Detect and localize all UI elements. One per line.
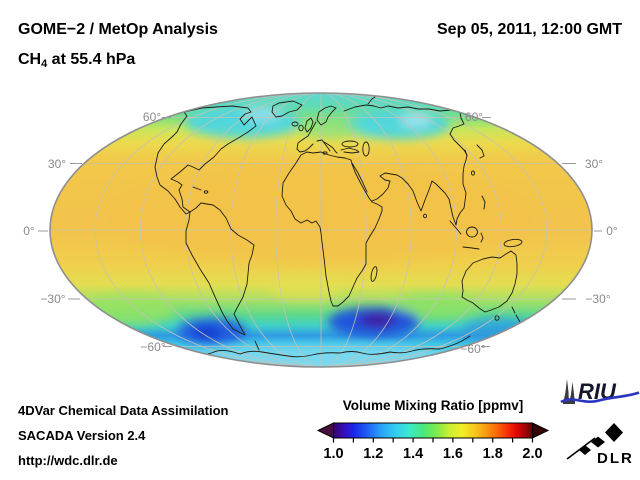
cb-tick-1.2: 1.2 [363,446,383,462]
dlr-logo-mark [579,445,591,455]
title-line1: GOME−2 / MetOp Analysis [18,21,218,38]
colorbar-gradient-bar [333,422,533,439]
lat-label-right-30: 30° [585,157,603,171]
lat-label-left-60: 60° [143,110,161,124]
cb-tick-1.6: 1.6 [443,446,463,462]
lat-label-left-m30: −30° [40,292,65,306]
map-boundary [49,92,593,368]
lat-label-right-0: 0° [606,224,618,238]
colorbar-left-arrow [316,422,334,439]
lat-label-right-60: 60° [465,110,483,124]
lat-label-right-m30: −30° [585,292,610,306]
credit-line2: SACADA Version 2.4 [18,428,146,443]
latitude-ticks [38,117,602,347]
lat-label-left-m60: −60° [140,340,165,354]
credit-line1: 4DVar Chemical Data Assimilation [18,403,229,418]
page-title: GOME−2 / MetOp Analysis CH4 at 55.4 hPa [18,15,218,79]
lat-label-left-30: 30° [48,157,66,171]
pressure-level-label: at 55.4 hPa [47,51,136,68]
logos: RIU DLR [560,379,640,467]
ch4-field [50,93,592,367]
credits: 4DVar Chemical Data Assimilation SACADA … [18,398,229,473]
riu-logo: RIU [560,379,640,404]
coastlines [140,96,523,358]
colorbar-title: Volume Mixing Ratio [ppmv] [343,398,524,413]
cb-tick-1.0: 1.0 [323,446,343,462]
lat-label-right-m60: −60° [460,342,485,356]
cb-tick-1.8: 1.8 [483,446,503,462]
species-label: CH [18,51,42,68]
riu-cathedral-icon [563,379,569,404]
latitude-labels: 60° 30° 0° −30° −60° 60° 30° 0° −30° −60… [23,110,618,356]
dlr-logo: DLR [566,423,634,467]
lat-label-left-0: 0° [23,224,35,238]
cb-tick-1.4: 1.4 [403,446,423,462]
timestamp: Sep 05, 2011, 12:00 GMT [437,21,622,38]
colorbar-tick-marks [332,438,534,443]
species-subscript: 4 [41,58,48,70]
dlr-logo-text: DLR [597,450,634,467]
colorbar: Volume Mixing Ratio [ppmv] 1.0 1.2 1.4 1… [316,398,550,462]
cb-tick-2.0: 2.0 [522,446,542,462]
colorbar-tick-labels: 1.0 1.2 1.4 1.6 1.8 2.0 [323,446,542,462]
colorbar-right-arrow [532,422,550,439]
riu-wave-icon [560,391,640,404]
credit-url: http://wdc.dlr.de [18,453,118,468]
title-line2: CH4 at 55.4 hPa [18,45,218,79]
